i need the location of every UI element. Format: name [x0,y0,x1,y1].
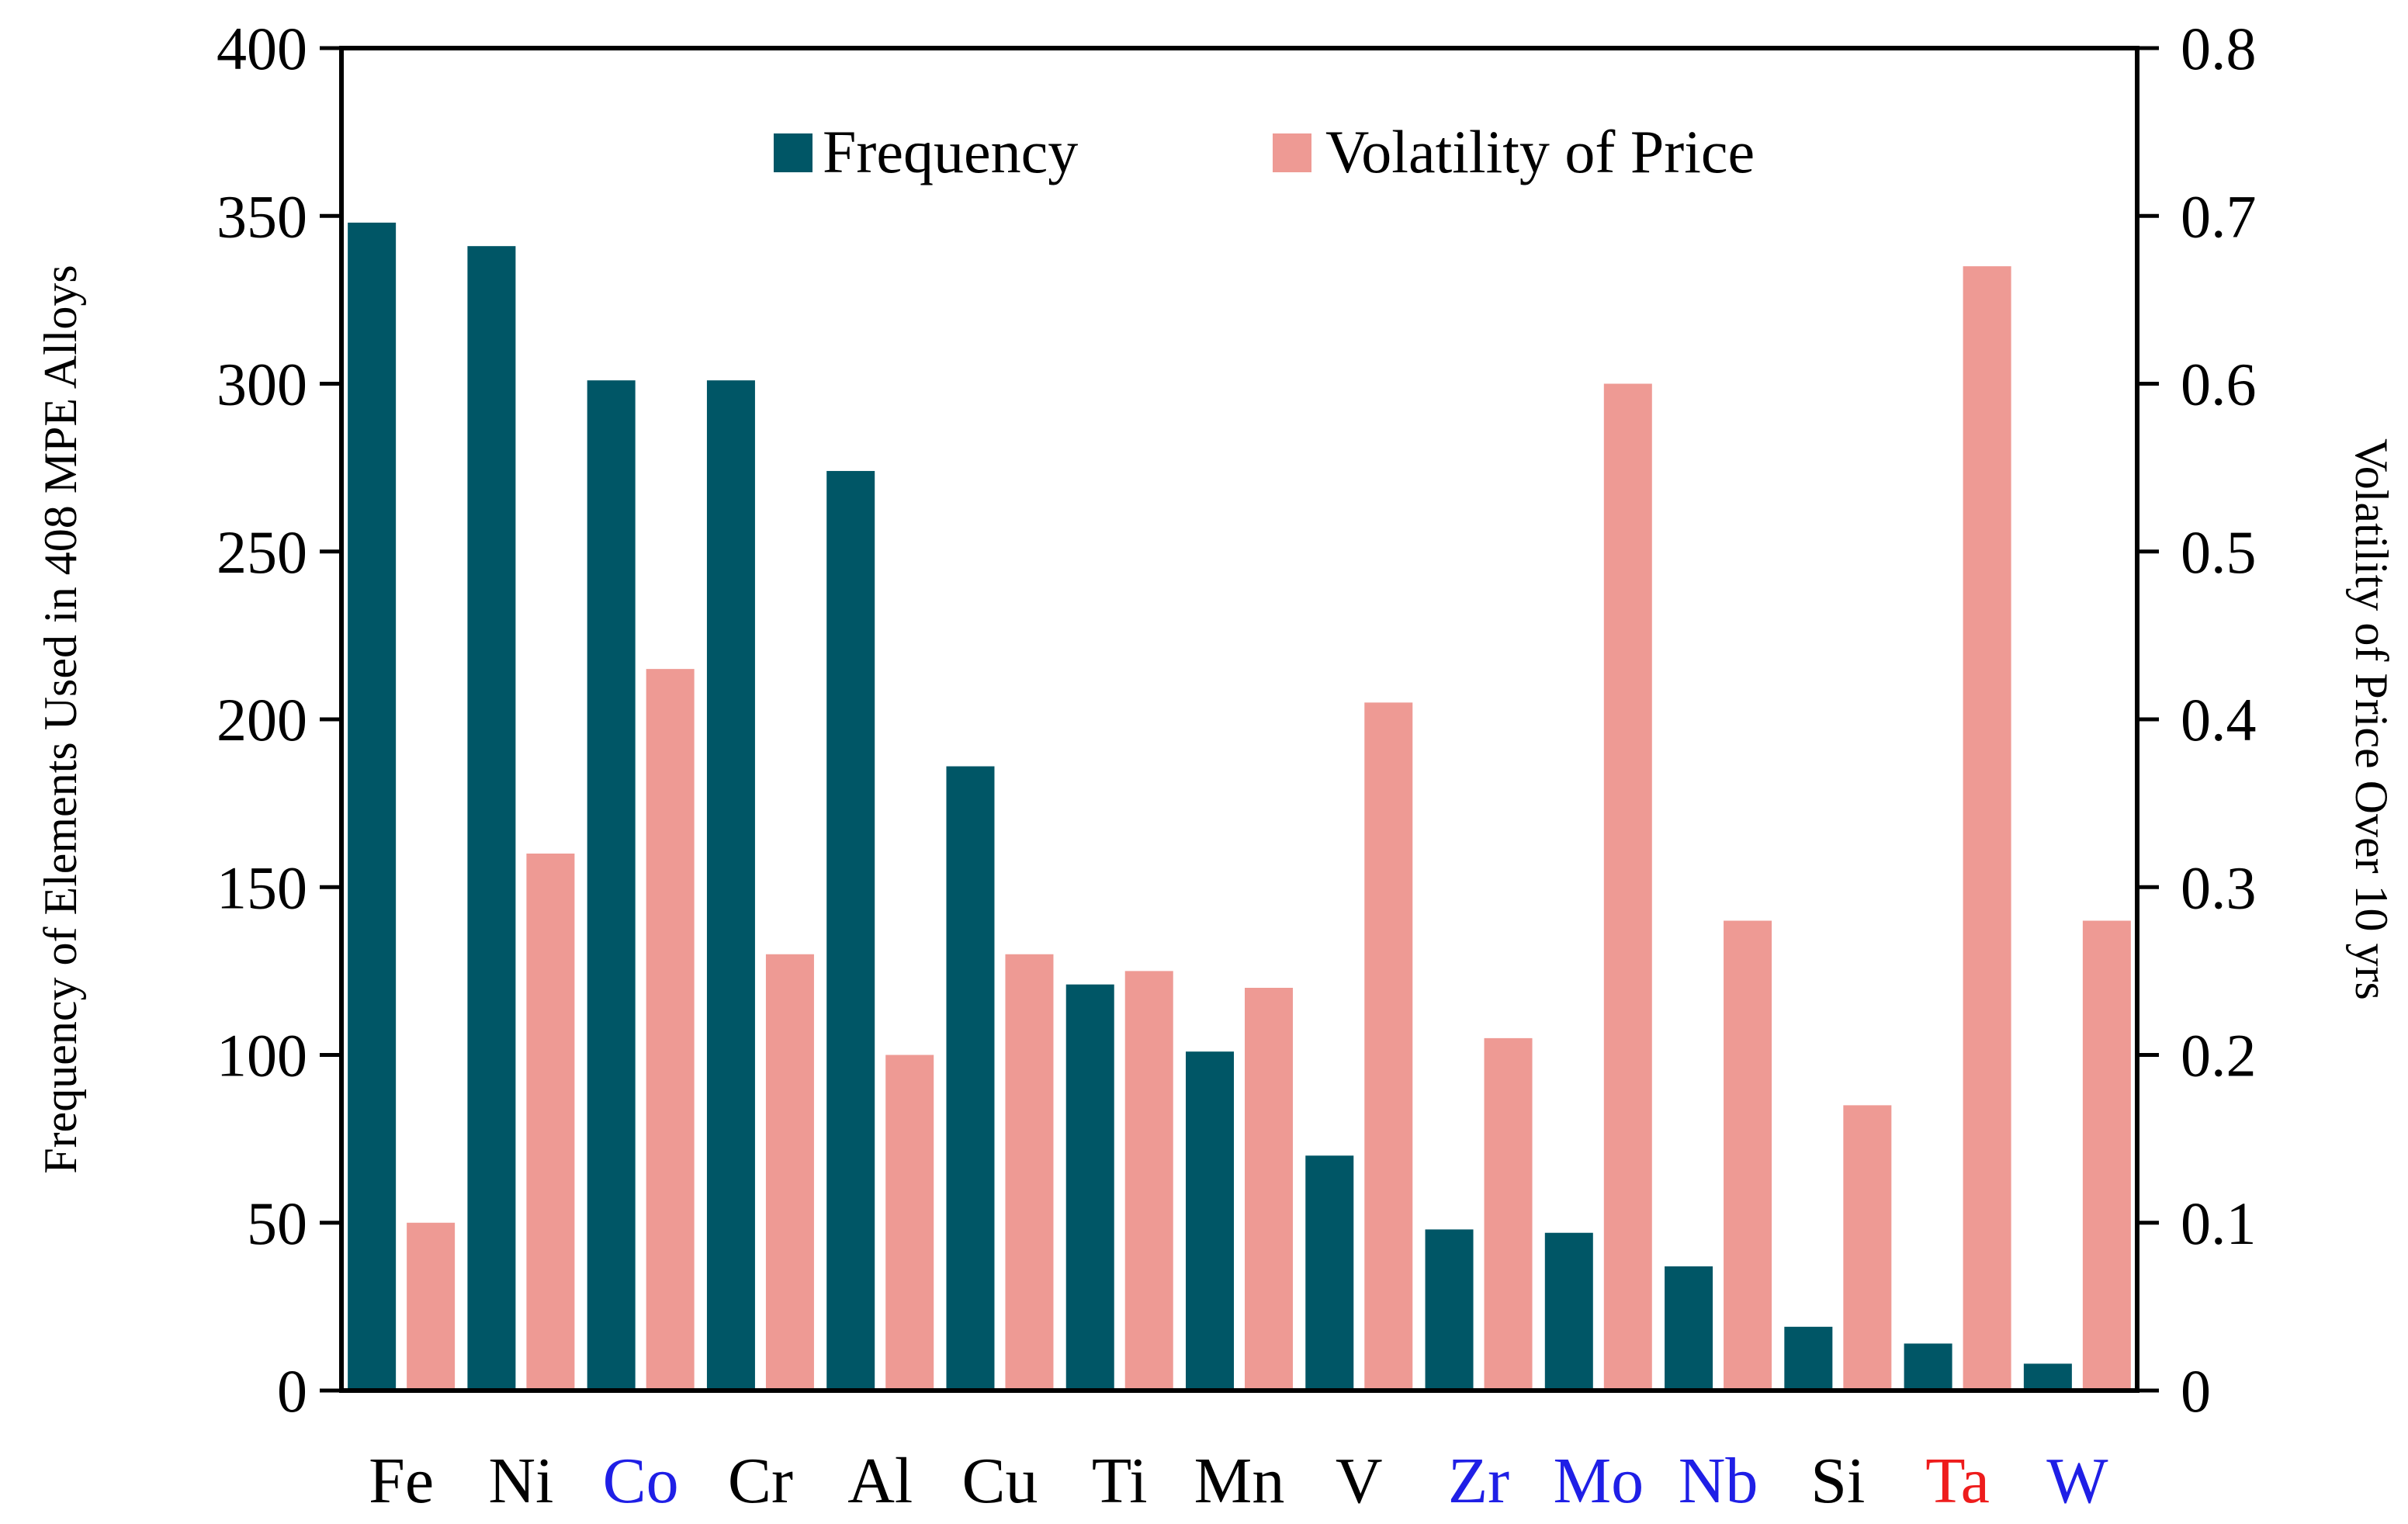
right-tick-label: 0.2 [2181,1022,2257,1089]
right-tick-label: 0.1 [2181,1190,2257,1257]
y2-axis-title: Volatility of Price Over 10 yrs [2346,438,2397,1000]
right-tick-label: 0.5 [2181,518,2257,586]
bar-frequency-mo [1544,1232,1593,1391]
left-tick-label: 200 [217,686,307,753]
left-tick-label: 50 [247,1190,307,1257]
bar-frequency-mn [1186,1051,1234,1391]
category-label-si: Si [1810,1445,1865,1517]
left-tick-label: 350 [217,182,307,250]
bar-frequency-si [1784,1326,1833,1391]
category-label-w: W [2046,1445,2108,1517]
category-label-mo: Mo [1553,1445,1644,1517]
category-label-mn: Mn [1194,1445,1285,1517]
right-tick-label: 0.4 [2181,686,2257,753]
legend-swatch-frequency [774,133,812,172]
category-label-zr: Zr [1448,1445,1509,1517]
bar-frequency-cr [706,380,755,1391]
category-label-ta: Ta [1925,1445,1990,1517]
category-label-al: Al [847,1445,913,1517]
bar-frequency-v [1305,1155,1354,1391]
legend: Frequency Volatility of Price [774,118,1755,185]
left-tick-label: 150 [217,854,307,921]
bar-volatility-zr [1484,1037,1533,1391]
category-label-fe: Fe [369,1445,434,1517]
bar-volatility-ta [1963,266,2011,1391]
bar-volatility-mn [1245,988,1293,1391]
category-label-nb: Nb [1679,1445,1758,1517]
right-tick-label: 0 [2181,1357,2211,1425]
bar-frequency-al [826,470,875,1391]
bar-frequency-zr [1425,1229,1474,1391]
bar-volatility-nb [1724,920,1772,1391]
bar-volatility-fe [407,1222,456,1391]
left-tick-label: 100 [217,1022,307,1089]
right-tick-label: 0.6 [2181,351,2257,418]
bar-frequency-ni [467,246,516,1391]
bar-frequency-ta [1904,1343,1952,1391]
left-axis-ticks: 0 50 100 150 200 250 300 350 400 [217,15,341,1425]
left-tick-label: 300 [217,351,307,418]
bar-frequency-ti [1065,984,1114,1391]
category-label-ti: Ti [1092,1445,1148,1517]
legend-label-volatility: Volatility of Price [1325,118,1755,185]
bar-volatility-co [646,669,695,1391]
bar-volatility-v [1364,702,1413,1391]
right-tick-label: 0.7 [2181,182,2257,250]
right-tick-label: 0.8 [2181,15,2257,82]
bar-frequency-w [2023,1363,2072,1391]
bar-volatility-mo [1603,383,1652,1391]
left-tick-label: 400 [217,15,307,82]
bar-volatility-ni [526,854,575,1391]
bar-volatility-cr [765,954,814,1391]
right-tick-label: 0.3 [2181,854,2257,921]
right-axis-ticks: 0 0.1 0.2 0.3 0.4 0.5 0.6 0.7 0.8 [2137,15,2257,1425]
category-label-co: Co [603,1445,679,1517]
bar-volatility-al [885,1055,934,1391]
category-label-v: V [1336,1445,1383,1517]
left-tick-label: 250 [217,518,307,586]
bar-frequency-co [587,380,636,1391]
left-tick-label: 0 [277,1357,307,1425]
category-label-cu: Cu [961,1445,1038,1517]
category-label-ni: Ni [488,1445,553,1517]
bar-frequency-nb [1665,1266,1713,1391]
legend-label-frequency: Frequency [823,118,1078,185]
legend-swatch-volatility [1273,133,1311,172]
bars-group [348,222,2131,1391]
bar-volatility-cu [1005,954,1054,1391]
bar-frequency-cu [946,766,995,1391]
bar-volatility-w [2082,920,2131,1391]
category-labels: Fe Ni Co Cr Al Cu Ti Mn V Zr Mo Nb Si Ta W [369,1445,2108,1517]
y-axis-title: Frequency of Elements Used in 408 MPE Al… [35,265,86,1174]
bar-frequency-fe [348,222,397,1391]
bar-volatility-ti [1124,971,1173,1391]
category-label-cr: Cr [728,1445,793,1517]
bar-volatility-si [1843,1105,1892,1391]
